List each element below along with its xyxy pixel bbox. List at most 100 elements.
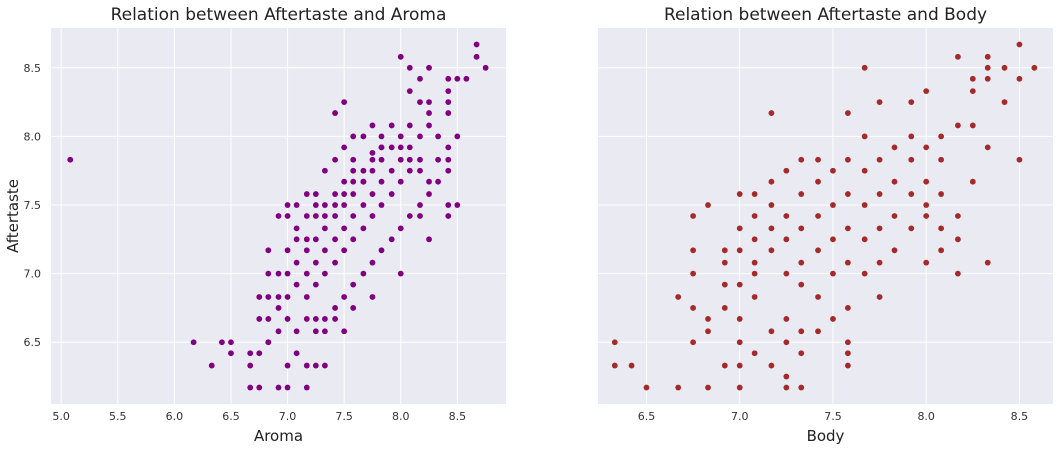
scatter-point (293, 202, 300, 208)
scatter-point (284, 294, 291, 300)
scatter-point (417, 213, 423, 219)
scatter-point (830, 167, 836, 174)
scatter-point (369, 167, 376, 174)
body-points (611, 41, 1038, 391)
scatter-point (876, 99, 883, 106)
scatter-point (611, 339, 618, 346)
scatter-point (861, 270, 868, 277)
scatter-point (445, 156, 452, 163)
scatter-point (332, 191, 338, 197)
scatter-point (378, 202, 385, 208)
scatter-point (768, 247, 775, 254)
scatter-point (397, 156, 404, 163)
scatter-point (445, 202, 452, 208)
scatter-point (954, 236, 961, 243)
scatter-point (876, 259, 883, 266)
scatter-point (228, 350, 234, 357)
scatter-point (369, 213, 376, 219)
scatter-point (312, 316, 319, 322)
scatter-point (388, 144, 395, 151)
scatter-point (798, 259, 805, 266)
scatter-point (293, 328, 300, 335)
scatter-point (284, 270, 291, 277)
scatter-point (736, 281, 743, 288)
scatter-point (322, 362, 328, 369)
scatter-point (303, 270, 310, 277)
scatter-point (397, 270, 404, 277)
scatter-point (312, 191, 319, 197)
scatter-point (293, 259, 300, 266)
scatter-point (923, 88, 930, 95)
scatter-point (369, 191, 376, 197)
scatter-point (265, 316, 272, 322)
scatter-point (473, 53, 480, 60)
scatter-point (341, 294, 348, 300)
x-tick-label: 7.5 (824, 410, 842, 423)
scatter-point (388, 167, 395, 174)
scatter-point (312, 328, 319, 335)
scatter-point (690, 213, 697, 219)
aroma-chart-title: Relation between Aftertaste and Aroma (111, 5, 447, 25)
scatter-point (445, 88, 452, 95)
scatter-point (417, 202, 423, 208)
scatter-point (861, 64, 868, 71)
scatter-point (247, 384, 254, 391)
scatter-point (628, 362, 635, 369)
scatter-point (332, 236, 338, 243)
scatter-point (312, 362, 319, 369)
scatter-point (830, 270, 836, 277)
scatter-point (1016, 41, 1023, 48)
scatter-point (360, 178, 367, 185)
scatter-point (798, 156, 805, 163)
scatter-point (247, 350, 254, 357)
scatter-point (303, 294, 310, 300)
scatter-point (1016, 75, 1023, 82)
scatter-point (360, 270, 367, 277)
scatter-point (876, 191, 883, 197)
scatter-point (891, 247, 898, 254)
scatter-point (984, 64, 991, 71)
scatter-point (891, 178, 898, 185)
scatter-point (332, 213, 338, 219)
scatter-point (721, 247, 728, 254)
scatter-point (350, 167, 357, 174)
scatter-point (360, 133, 367, 140)
scatter-point (293, 225, 300, 232)
scatter-point (406, 167, 413, 174)
aftertaste-y-axis-label: Aftertaste (4, 179, 22, 253)
scatter-point (815, 247, 821, 254)
scatter-point (643, 384, 650, 391)
scatter-point (322, 202, 328, 208)
scatter-point (783, 270, 790, 277)
scatter-point (736, 247, 743, 254)
scatter-point (312, 236, 319, 243)
scatter-point (350, 156, 357, 163)
y-tick-label: 8.5 (24, 62, 42, 75)
scatter-point (426, 178, 432, 185)
scatter-point (265, 247, 272, 254)
scatter-point (284, 316, 291, 322)
scatter-point (751, 236, 758, 243)
scatter-point (815, 178, 821, 185)
scatter-point (844, 350, 851, 357)
scatter-point (369, 294, 376, 300)
scatter-point (768, 110, 775, 116)
scatter-point (275, 328, 282, 335)
scatter-point (969, 122, 976, 129)
scatter-point (815, 213, 821, 219)
scatter-point (322, 270, 328, 277)
scatter-point (861, 133, 868, 140)
scatter-point (369, 122, 376, 129)
scatter-point (378, 144, 385, 151)
scatter-point (908, 133, 915, 140)
scatter-point (721, 362, 728, 369)
scatter-point (454, 75, 461, 82)
x-tick-label: 6.5 (222, 410, 240, 423)
scatter-point (435, 133, 441, 140)
y-tick-label: 7.0 (24, 268, 42, 281)
scatter-point (984, 53, 991, 60)
scatter-point (397, 178, 404, 185)
scatter-point (417, 156, 423, 163)
body-x-axis-label: Body (807, 427, 845, 445)
